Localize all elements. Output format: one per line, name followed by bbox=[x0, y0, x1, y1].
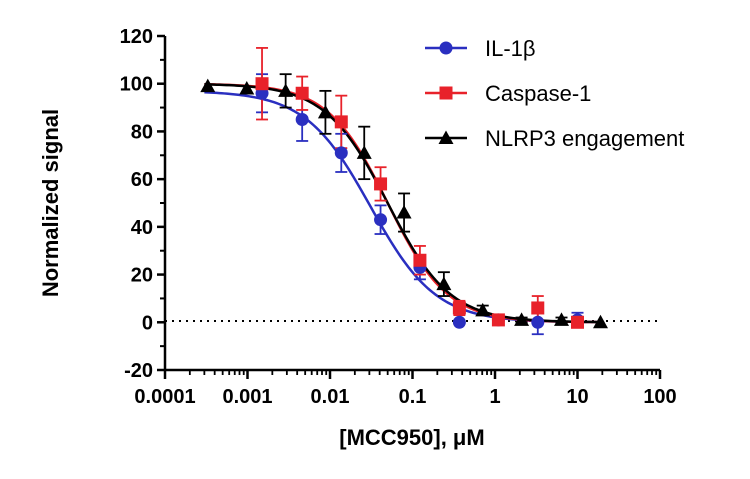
data-point bbox=[475, 302, 491, 317]
x-axis-title: [MCC950], μM bbox=[339, 425, 484, 450]
legend: IL-1β Caspase-1 NLRP3 engagement bbox=[425, 36, 684, 151]
legend-label: Caspase-1 bbox=[485, 81, 591, 106]
legend-marker bbox=[439, 86, 453, 100]
x-tick-label: 0.01 bbox=[311, 386, 350, 408]
data-point bbox=[554, 312, 570, 326]
legend-label: NLRP3 engagement bbox=[485, 126, 684, 151]
data-point bbox=[317, 104, 333, 119]
legend-item: NLRP3 engagement bbox=[425, 126, 684, 151]
data-point bbox=[491, 313, 505, 327]
x-tick-label: 1 bbox=[489, 386, 500, 408]
legend-marker bbox=[438, 130, 454, 144]
data-points bbox=[200, 77, 608, 329]
y-axis: -20 0 20 40 60 80 100 120 bbox=[120, 26, 167, 382]
data-point bbox=[295, 113, 309, 126]
data-point bbox=[278, 83, 294, 97]
data-point bbox=[255, 77, 269, 91]
y-tick-label: 20 bbox=[131, 265, 153, 287]
x-tick-label: 10 bbox=[566, 386, 588, 408]
data-point bbox=[452, 301, 466, 315]
x-tick-label: 100 bbox=[643, 386, 676, 408]
x-axis: 0.0001 0.001 0.01 0.1 1 10 100 bbox=[134, 368, 677, 408]
data-point bbox=[239, 80, 255, 95]
data-point bbox=[592, 314, 608, 329]
data-point bbox=[531, 301, 545, 315]
data-point bbox=[200, 78, 216, 93]
data-point bbox=[452, 315, 466, 329]
data-point bbox=[334, 146, 348, 160]
legend-marker bbox=[439, 41, 453, 55]
data-point bbox=[531, 315, 545, 329]
y-tick-label: 120 bbox=[120, 26, 153, 48]
data-point bbox=[436, 276, 452, 291]
data-point bbox=[356, 145, 372, 159]
y-tick-label: 0 bbox=[142, 312, 153, 334]
x-ticks: 0.0001 0.001 0.01 0.1 1 10 100 bbox=[134, 370, 677, 408]
data-point bbox=[396, 205, 412, 219]
y-tick-label: 40 bbox=[131, 217, 153, 239]
y-tick-label: 100 bbox=[120, 74, 153, 96]
data-point bbox=[374, 177, 388, 191]
data-point bbox=[571, 315, 584, 329]
data-point bbox=[374, 213, 388, 227]
x-tick-label: 0.0001 bbox=[134, 386, 195, 408]
data-point bbox=[334, 115, 348, 129]
data-point bbox=[295, 86, 309, 100]
y-ticks: -20 0 20 40 60 80 100 120 bbox=[120, 26, 165, 382]
y-axis-title: Normalized signal bbox=[38, 109, 63, 297]
y-tick-label: -20 bbox=[124, 360, 153, 382]
data-point bbox=[514, 312, 530, 326]
data-point bbox=[413, 253, 427, 267]
plot-area bbox=[165, 47, 660, 336]
legend-label: IL-1β bbox=[485, 36, 536, 61]
y-tick-label: 60 bbox=[131, 169, 153, 191]
x-tick-label: 0.1 bbox=[399, 386, 427, 408]
x-tick-label: 0.001 bbox=[222, 386, 272, 408]
legend-item: Caspase-1 bbox=[425, 81, 591, 106]
legend-item: IL-1β bbox=[425, 36, 536, 61]
y-tick-label: 80 bbox=[131, 121, 153, 143]
